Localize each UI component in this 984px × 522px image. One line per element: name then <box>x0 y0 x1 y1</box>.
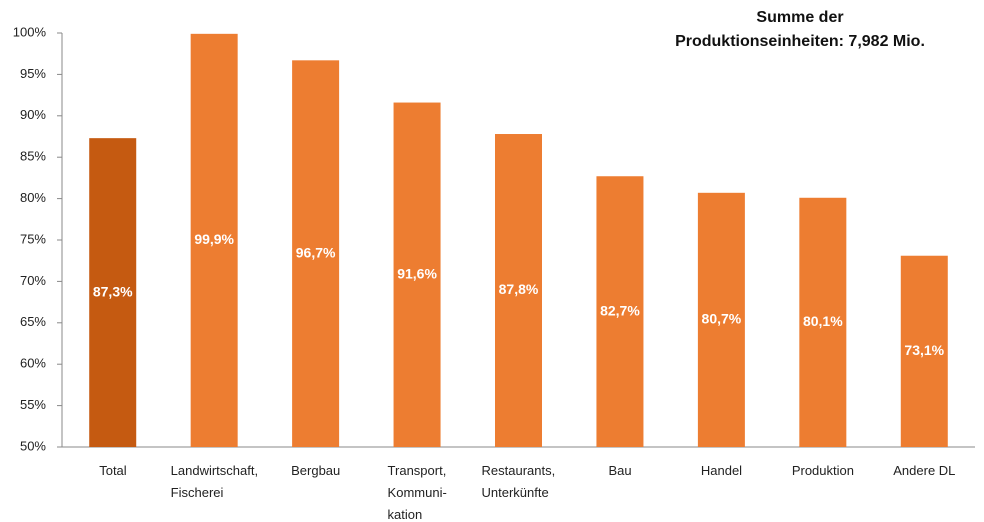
value-label: 87,8% <box>499 281 539 297</box>
bar <box>89 138 137 447</box>
value-label: 99,9% <box>194 231 234 247</box>
x-tick-label: Produktion <box>791 463 854 478</box>
x-tick-label: Restaurants, Unterkünfte <box>481 463 556 500</box>
bar <box>495 134 542 448</box>
value-label: 80,7% <box>702 311 742 327</box>
value-label: 82,7% <box>600 302 640 318</box>
bar <box>900 255 948 447</box>
bar <box>799 197 847 447</box>
y-tick-label: 55% <box>20 397 46 412</box>
y-tick-label: 85% <box>20 149 46 164</box>
y-tick-label: 70% <box>20 273 46 288</box>
x-tick-label: Bergbau <box>291 463 341 478</box>
bar <box>697 192 745 447</box>
y-tick-label: 65% <box>20 314 46 329</box>
x-tick-label: Transport, Kommuni- kation <box>387 463 447 522</box>
y-tick-label: 90% <box>20 107 46 122</box>
value-label: 80,1% <box>803 313 843 329</box>
value-label: 73,1% <box>904 342 944 358</box>
y-tick-label: 100% <box>13 24 47 39</box>
bar <box>292 60 340 447</box>
y-tick-label: 60% <box>20 356 46 371</box>
y-tick-label: 95% <box>20 66 46 81</box>
x-tick-label: Landwirtschaft, Fischerei <box>170 463 259 500</box>
bar <box>596 176 644 447</box>
x-tick-label: Andere DL <box>893 463 956 478</box>
x-tick-label: Total <box>99 463 127 478</box>
x-tick-label: Handel <box>700 463 743 478</box>
value-label: 87,3% <box>93 283 133 299</box>
bar <box>393 102 441 447</box>
y-tick-label: 75% <box>20 231 46 246</box>
x-tick-label: Bau <box>608 463 632 478</box>
y-tick-label: 80% <box>20 190 46 205</box>
y-tick-label: 50% <box>20 438 46 453</box>
value-label: 96,7% <box>296 244 336 260</box>
value-label: 91,6% <box>397 265 437 281</box>
chart-title: Summe der Produktionseinheiten: 7,982 Mi… <box>675 9 925 50</box>
bar <box>190 33 238 447</box>
